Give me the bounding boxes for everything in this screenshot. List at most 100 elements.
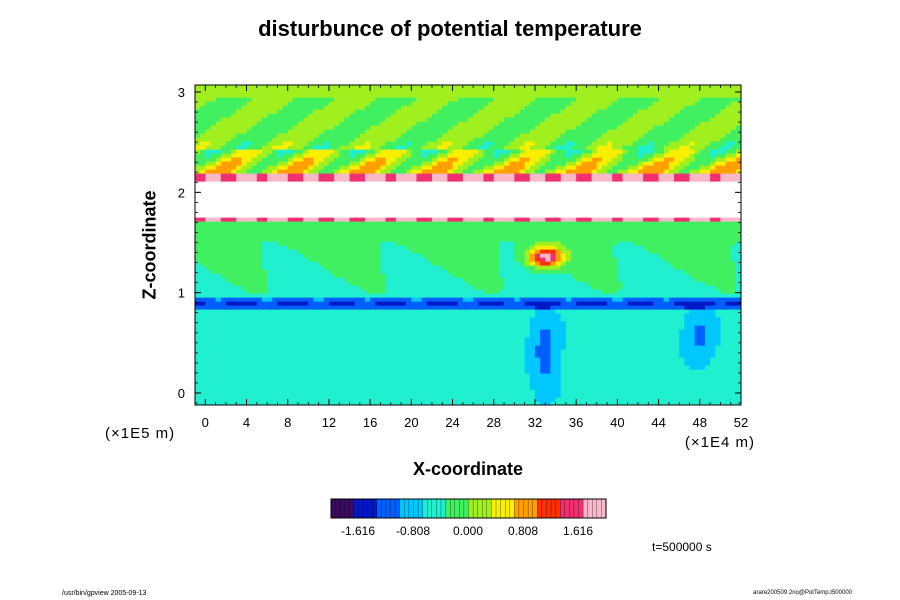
field-cell bbox=[710, 245, 716, 250]
field-cell bbox=[720, 333, 727, 338]
field-cell bbox=[550, 401, 557, 405]
field-cell bbox=[437, 313, 443, 318]
field-cell bbox=[571, 385, 577, 390]
field-cell bbox=[292, 257, 299, 262]
field-cell bbox=[205, 369, 212, 374]
field-cell bbox=[231, 317, 237, 322]
field-cell bbox=[699, 357, 706, 362]
field-cell bbox=[313, 273, 320, 278]
field-cell bbox=[550, 225, 557, 230]
field-cell bbox=[195, 253, 201, 258]
field-cell bbox=[246, 397, 253, 402]
field-cell bbox=[699, 221, 706, 226]
field-cell bbox=[256, 225, 263, 230]
field-cell bbox=[540, 221, 546, 226]
field-cell bbox=[576, 349, 582, 354]
field-cell bbox=[601, 281, 608, 286]
field-cell bbox=[323, 381, 330, 386]
field-cell bbox=[390, 365, 397, 370]
field-cell bbox=[261, 365, 268, 370]
field-cell bbox=[220, 397, 227, 402]
field-cell bbox=[524, 241, 531, 246]
field-cell bbox=[354, 397, 361, 402]
field-cell bbox=[617, 309, 624, 314]
field-cell bbox=[354, 277, 361, 282]
field-cell bbox=[601, 277, 608, 282]
field-cell bbox=[555, 357, 562, 362]
field-cell bbox=[313, 377, 320, 382]
field-cell bbox=[313, 333, 320, 338]
field-cell bbox=[442, 385, 448, 390]
field-cell bbox=[735, 301, 741, 306]
field-cell bbox=[323, 269, 330, 274]
field-cell bbox=[256, 337, 263, 342]
field-cell bbox=[344, 385, 351, 390]
field-cell bbox=[637, 397, 644, 402]
field-cell bbox=[493, 401, 500, 405]
field-cell bbox=[519, 389, 526, 394]
field-cell bbox=[426, 221, 433, 226]
field-cell bbox=[339, 301, 345, 306]
field-cell bbox=[220, 333, 227, 338]
field-cell bbox=[282, 301, 289, 306]
field-cell bbox=[534, 361, 541, 366]
field-cell bbox=[493, 317, 500, 322]
field-cell bbox=[565, 301, 572, 306]
field-cell bbox=[318, 257, 325, 262]
field-cell bbox=[658, 345, 665, 350]
field-cell bbox=[385, 301, 392, 306]
field-cell bbox=[303, 353, 309, 358]
field-cell bbox=[411, 401, 418, 405]
field-cell bbox=[550, 245, 557, 250]
field-cell bbox=[545, 245, 552, 250]
field-cell bbox=[663, 305, 670, 310]
field-cell bbox=[653, 381, 660, 386]
field-cell bbox=[416, 261, 423, 266]
field-cell bbox=[468, 233, 474, 238]
field-cell bbox=[303, 337, 309, 342]
field-cell bbox=[648, 321, 655, 326]
field-cell bbox=[545, 377, 552, 382]
field-cell bbox=[504, 237, 510, 242]
field-cell bbox=[210, 301, 217, 306]
field-cell bbox=[601, 345, 608, 350]
field-cell bbox=[267, 257, 273, 262]
field-cell bbox=[200, 273, 206, 278]
field-cell bbox=[344, 345, 351, 350]
field-cell bbox=[421, 225, 428, 230]
field-cell bbox=[437, 269, 443, 274]
field-cell bbox=[401, 389, 407, 394]
field-cell bbox=[282, 245, 289, 250]
field-cell bbox=[699, 293, 706, 298]
field-cell bbox=[261, 221, 268, 226]
field-cell bbox=[364, 289, 371, 294]
field-cell bbox=[447, 389, 454, 394]
field-cell bbox=[565, 309, 572, 314]
field-cell bbox=[514, 349, 521, 354]
field-cell bbox=[524, 293, 531, 298]
field-cell bbox=[220, 353, 227, 358]
field-cell bbox=[622, 301, 629, 306]
field-cell bbox=[632, 313, 639, 318]
field-cell bbox=[545, 265, 552, 270]
field-cell bbox=[586, 281, 593, 286]
field-cell bbox=[668, 261, 675, 266]
field-cell bbox=[653, 313, 660, 318]
field-cell bbox=[385, 257, 392, 262]
field-cell bbox=[256, 229, 263, 234]
field-cell bbox=[648, 365, 655, 370]
field-cell bbox=[236, 337, 242, 342]
field-cell bbox=[586, 217, 593, 222]
field-cell bbox=[292, 285, 299, 290]
field-cell bbox=[715, 245, 721, 250]
field-cell bbox=[256, 309, 263, 314]
field-cell bbox=[298, 305, 304, 310]
field-cell bbox=[462, 313, 469, 318]
field-cell bbox=[643, 333, 649, 338]
field-cell bbox=[267, 297, 273, 302]
field-cell bbox=[468, 381, 474, 386]
field-cell bbox=[509, 233, 515, 238]
field-cell bbox=[277, 285, 284, 290]
field-cell bbox=[699, 269, 706, 274]
field-cell bbox=[668, 221, 675, 226]
